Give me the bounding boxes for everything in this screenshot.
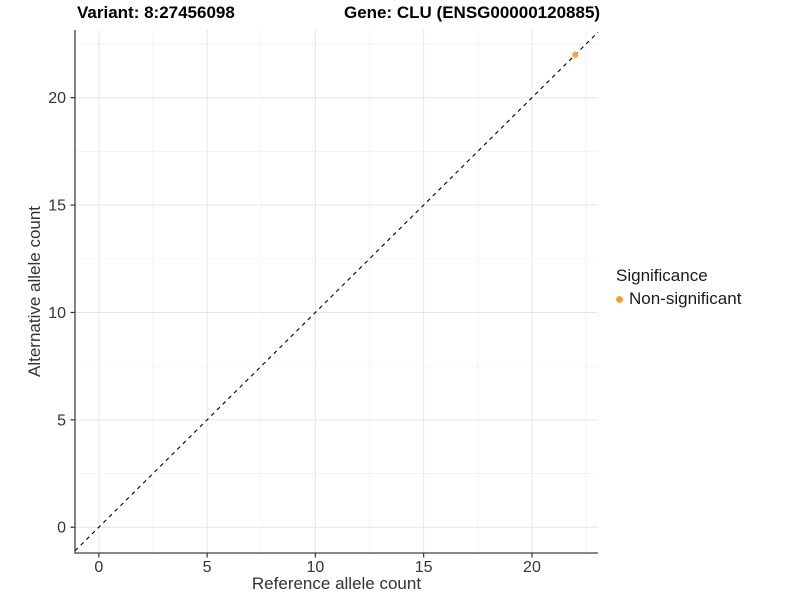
y-tick-label: 15 — [48, 198, 66, 215]
y-tick-label: 0 — [57, 520, 66, 537]
x-tick-label: 5 — [203, 559, 212, 576]
legend-item-label: Non-significant — [629, 289, 742, 308]
legend-item: Non-significant — [616, 289, 741, 309]
x-tick-label: 10 — [306, 559, 324, 576]
x-axis-title: Reference allele count — [252, 574, 421, 593]
y-axis-title: Alternative allele count — [25, 206, 44, 377]
gene-title: Gene: CLU (ENSG00000120885) — [344, 3, 601, 22]
legend-title: Significance — [616, 266, 708, 285]
y-tick-label: 10 — [48, 305, 66, 322]
x-tick-label: 20 — [523, 559, 541, 576]
variant-title: Variant: 8:27456098 — [77, 3, 235, 22]
y-tick-label: 20 — [48, 90, 66, 107]
x-tick-label: 0 — [94, 559, 103, 576]
identity-reference-line — [74, 31, 599, 552]
data-point — [572, 51, 579, 58]
legend: Significance Non-significant — [616, 266, 741, 309]
x-tick-label: 15 — [415, 559, 433, 576]
legend-point-icon — [616, 295, 623, 303]
y-tick-label: 5 — [57, 412, 66, 429]
